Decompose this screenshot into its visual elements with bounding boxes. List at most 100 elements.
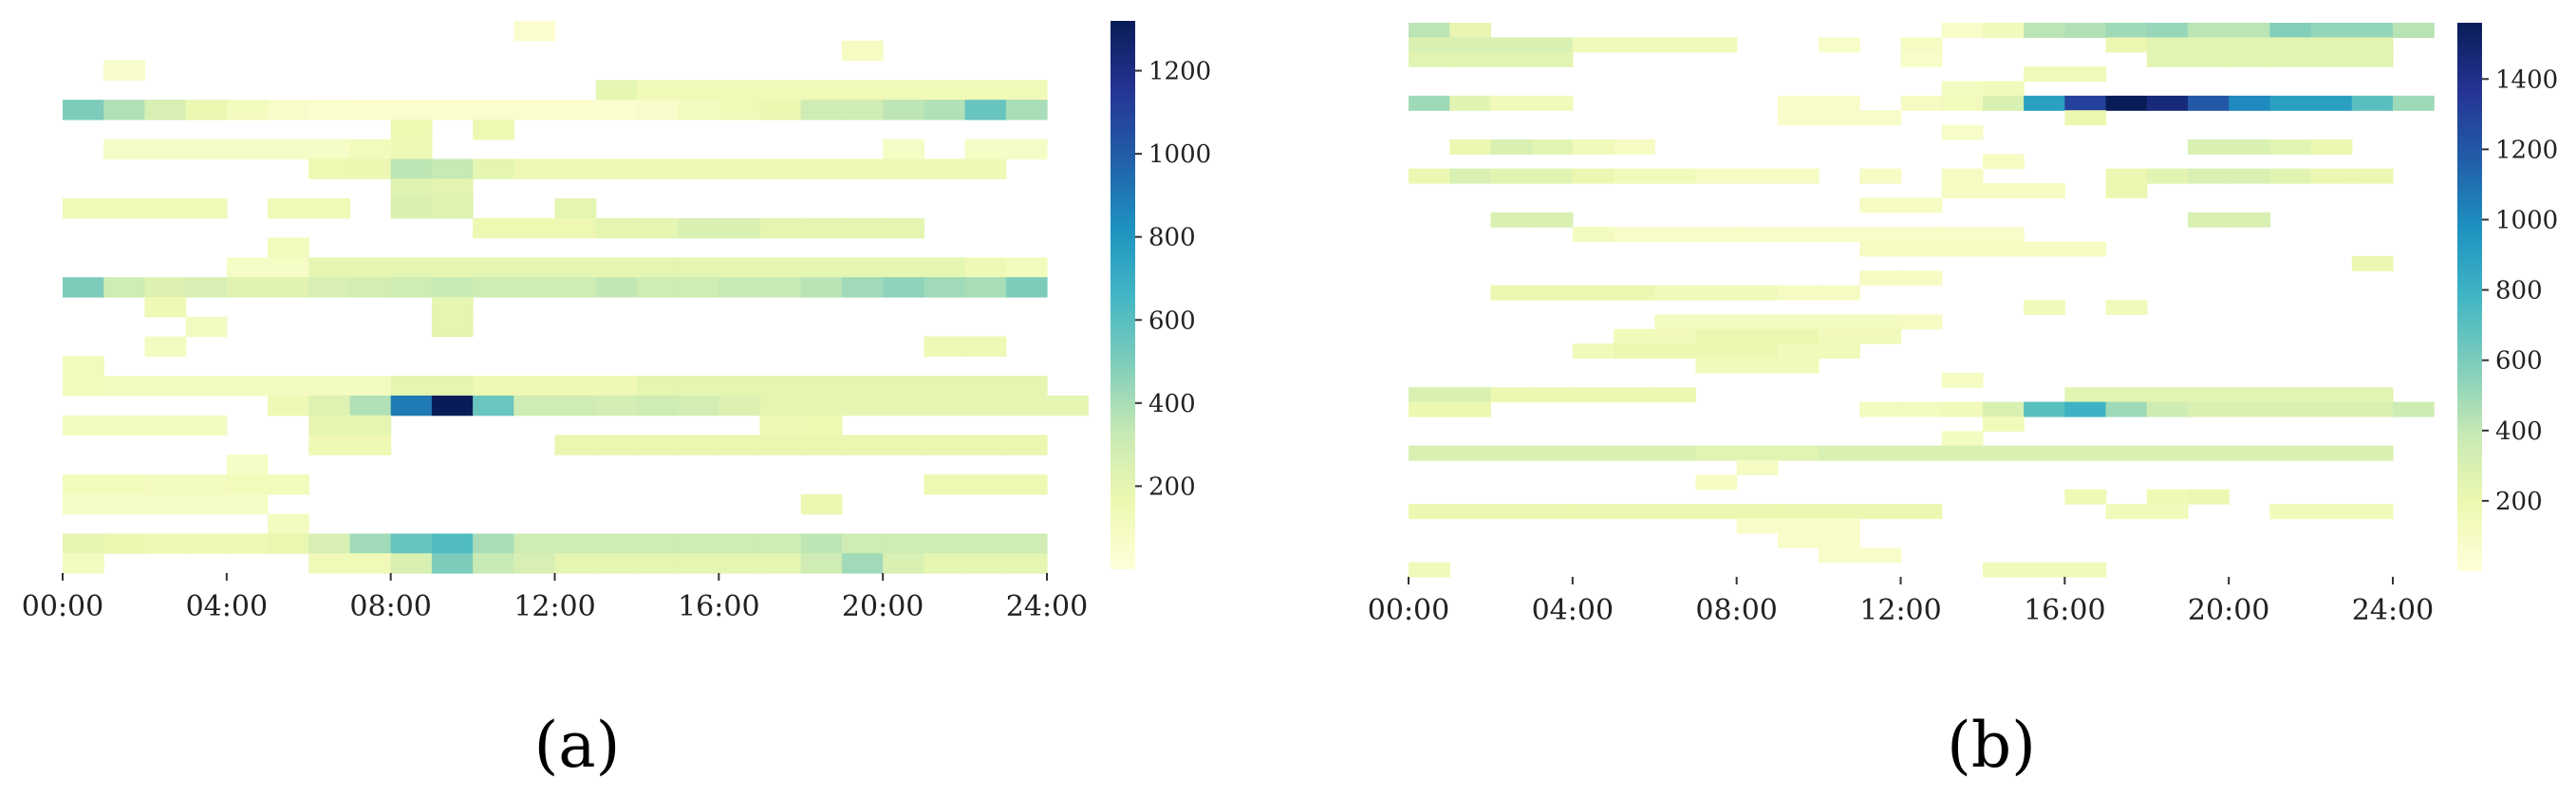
heatmap-cell [2105,95,2148,111]
colorbar-tick-label: 600 [2495,347,2543,376]
heatmap-cell [1819,110,1860,126]
heatmap-cell [2229,139,2270,155]
heatmap-cell [1900,51,1943,67]
heatmap-cell [924,474,966,495]
heatmap-cell [2269,504,2312,520]
heatmap-cell [513,100,556,120]
heatmap-cell [554,533,597,554]
heatmap-cell [759,395,802,417]
heatmap-cell [1531,445,1574,461]
heatmap-cell [2187,212,2230,228]
heatmap-cell [1859,197,1902,213]
heatmap-cell [390,376,433,397]
heatmap-cell [841,435,884,455]
x-tick-label: 00:00 [22,590,103,623]
heatmap-cell [883,158,924,179]
heatmap-cell [1736,285,1779,301]
heatmap-cell [1572,343,1615,360]
heatmap-cell [431,257,474,278]
heatmap-cell [1572,387,1615,403]
heatmap-cell [2269,168,2312,184]
heatmap-cell [1777,358,1820,374]
heatmap-cell [1777,227,1820,243]
heatmap-cell [759,217,802,239]
heatmap-cell [2269,51,2312,67]
heatmap-cell [924,277,966,298]
heatmap-cell [924,533,966,554]
heatmap-cell [144,297,187,318]
heatmap-cell [1982,95,2025,111]
heatmap-cell [2146,37,2189,53]
heatmap-cell [473,533,514,554]
heatmap-cell [883,217,924,239]
heatmap-cell [800,493,843,515]
heatmap-cell [431,100,474,120]
heatmap-cell [554,277,597,298]
heatmap-cell [678,158,719,179]
heatmap-cell [2310,37,2353,53]
heatmap-cell [308,395,351,417]
heatmap-cell [1819,445,1860,461]
heatmap-cell [554,100,597,120]
heatmap-cell [2064,66,2107,83]
heatmap-cell [1941,445,1984,461]
heatmap-cell [2351,37,2394,53]
heatmap-cell [841,277,884,298]
heatmap-cell [1409,445,1450,461]
heatmap-cell [1941,372,1984,388]
heatmap-cell [2146,51,2189,67]
heatmap-cell [883,395,924,417]
heatmap-cell [308,376,351,397]
heatmap-cell [185,493,228,515]
heatmap-cell [473,217,514,239]
heatmap-cell [1736,445,1779,461]
heatmap-cell [1449,445,1492,461]
x-tick-label: 16:00 [2024,594,2105,627]
heatmap-cell [2187,401,2230,417]
heatmap-cell [841,80,884,101]
heatmap-cell [1490,95,1533,111]
heatmap-cell [2146,504,2189,520]
heatmap-cell [1900,445,1943,461]
x-tick-label: 12:00 [513,590,595,623]
heatmap-cell [1531,168,1574,184]
heatmap-cell [595,277,638,298]
heatmap-cell [349,435,392,455]
heatmap-cell [349,158,392,179]
heatmap-cell [1859,328,1902,344]
heatmap-cell [1614,343,1655,360]
heatmap-cell [1490,168,1533,184]
heatmap-cell [964,257,1007,278]
colorbar-b [2457,23,2482,571]
heatmap-cell [513,553,556,574]
heatmap-cell [390,178,433,199]
heatmap-cell [759,80,802,101]
heatmap-cell [1490,285,1533,301]
x-tick-label: 08:00 [349,590,431,623]
heatmap-cell [390,100,433,120]
heatmap-cell [103,415,146,436]
heatmap-cell [513,533,556,554]
heatmap-cell [2351,23,2394,38]
heatmap-cell [595,158,638,179]
heatmap-cell [1531,139,1574,155]
heatmap-cell [841,217,884,239]
heatmap-cell [2105,37,2148,53]
heatmap-cell [1777,532,1820,548]
heatmap-cell [2064,23,2107,38]
heatmap-cell [185,376,228,397]
heatmap-cell [1859,227,1902,243]
heatmap-cell [308,553,351,574]
heatmap-cell [185,277,228,298]
heatmap-cell [1409,504,1450,520]
heatmap-cell [759,376,802,397]
heatmap-cell [636,376,679,397]
heatmap-cell [759,533,802,554]
heatmap-cell [2105,401,2148,417]
heatmap-cell [2269,95,2312,111]
heatmap-cell [719,395,761,417]
heatmap-cell [1941,227,1984,243]
panel-caption-a: (a) [534,709,621,782]
heatmap-cell [759,277,802,298]
heatmap-cell [308,198,351,219]
